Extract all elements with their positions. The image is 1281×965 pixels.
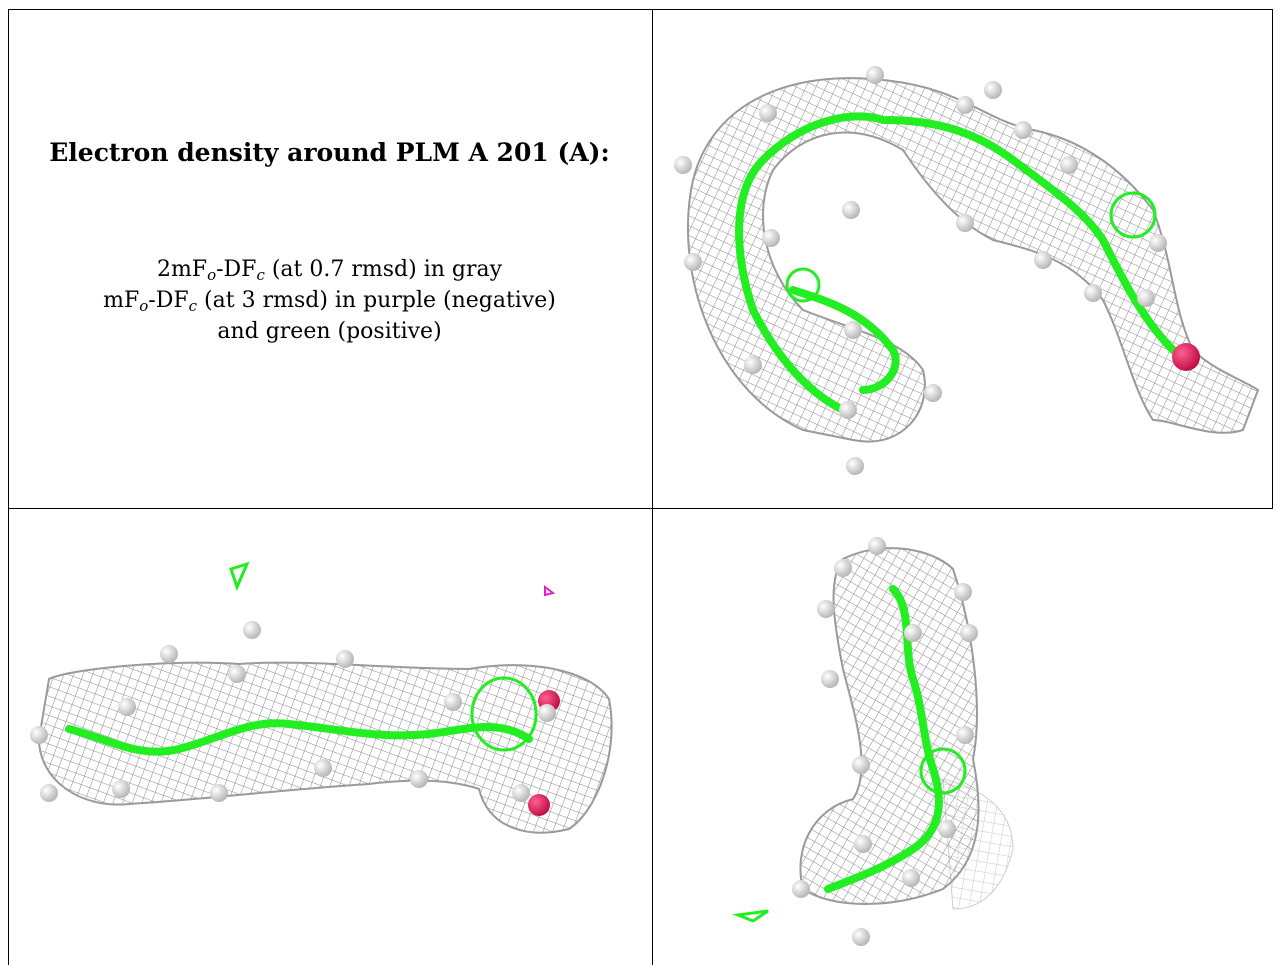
caption-line-2: mFo-DFc (at 3 rmsd) in purple (negative) [8,285,651,316]
oxygen-atom [1172,343,1200,371]
caption-line-2-sub1: o [139,297,149,315]
caption-line-2-mid: -DF [148,288,189,313]
negative-density-blob [544,585,556,597]
view-bottom-left [9,509,652,965]
caption-line-1-mid: -DF [216,257,257,282]
border-middle-vertical [652,9,653,965]
oxygen-atom [528,794,550,816]
hydrogen-atoms [30,621,556,802]
hydrogen-atoms [674,66,1167,475]
positive-density-blob [785,267,821,303]
border-left [8,9,9,965]
view-top-right [653,10,1272,508]
caption-line-2-suffix: (at 3 rmsd) in purple (negative) [197,288,556,313]
caption-text: 2mFo-DFc (at 0.7 rmsd) in gray mFo-DFc (… [8,254,651,347]
electron-density-view-1 [674,66,1260,475]
ligand-stick-tail [789,286,900,394]
density-mesh [686,77,1260,443]
ligand-stick-model [824,585,943,893]
caption-cell: Electron density around PLM A 201 (A): 2… [8,10,651,508]
positive-density-blob [229,561,250,592]
caption-line-3: and green (positive) [217,319,442,344]
ligand-stick-model [735,112,1177,414]
ligand-stick-model [65,719,533,756]
positive-density-blob [1109,191,1157,239]
positive-density-blob [919,747,967,795]
caption-line-2-sub2: c [188,297,198,315]
caption-line-1-sub2: c [256,266,265,284]
density-mesh [37,661,613,834]
border-top [8,9,1273,10]
positive-density-blob [470,676,538,752]
border-right [1272,9,1273,509]
view-bottom-right [653,509,1281,965]
caption-line-1: 2mFo-DFc (at 0.7 rmsd) in gray [8,254,651,285]
electron-density-view-2 [30,561,613,834]
hydrogen-atoms [792,537,978,946]
caption-title: Electron density around PLM A 201 (A): [49,138,610,167]
caption-line-2-prefix: mF [103,288,140,313]
positive-density-blob [732,909,769,923]
border-middle-horizontal [8,508,1273,509]
caption-line-1-prefix: 2mF [156,257,208,282]
electron-density-view-3 [732,537,1014,946]
caption-line-1-suffix: (at 0.7 rmsd) in gray [264,257,503,282]
caption-line-1-sub1: o [207,266,217,284]
